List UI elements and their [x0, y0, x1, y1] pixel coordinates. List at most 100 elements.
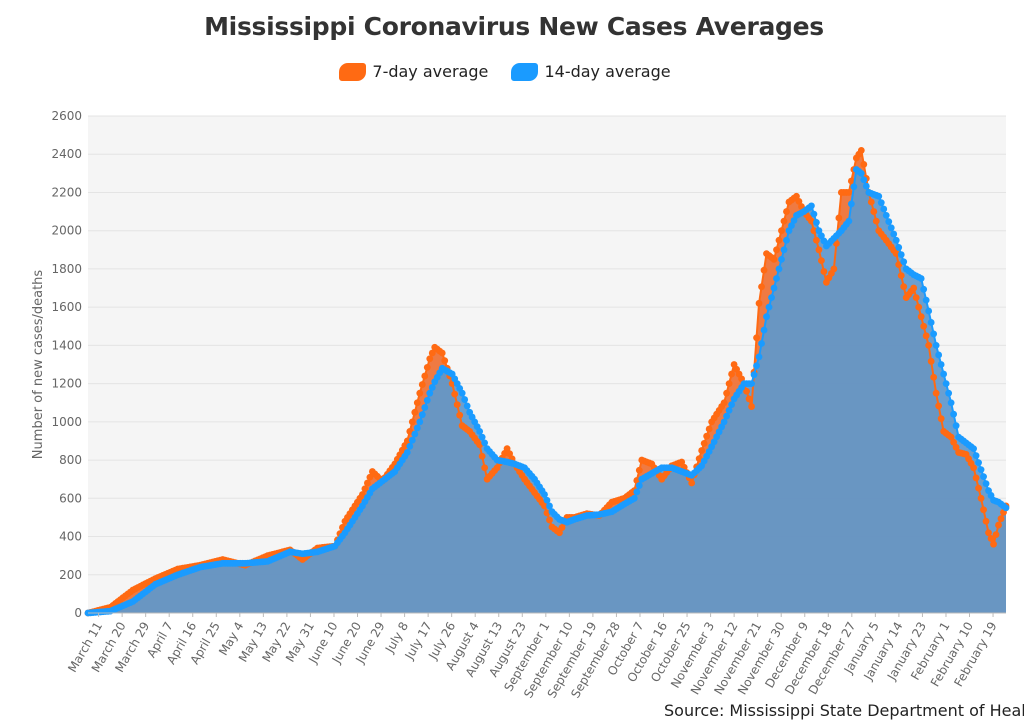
- point-14-day: [461, 396, 469, 403]
- point-7-day: [506, 450, 513, 458]
- point-7-day: [920, 322, 928, 330]
- point-14-day: [725, 406, 733, 414]
- point-14-day: [977, 466, 985, 474]
- point-7-day: [778, 227, 785, 235]
- point-14-day: [633, 488, 641, 496]
- point-14-day: [780, 246, 788, 254]
- point-7-day: [705, 425, 713, 433]
- point-7-day: [780, 217, 788, 225]
- point-7-day: [546, 516, 553, 524]
- point-14-day: [808, 202, 815, 210]
- y-tick-label-200: 200: [59, 568, 82, 582]
- point-14-day: [972, 452, 980, 460]
- point-7-day: [758, 283, 765, 291]
- point-14-day: [413, 424, 421, 432]
- point-14-day: [760, 326, 768, 334]
- point-7-day: [635, 466, 643, 474]
- point-7-day: [678, 458, 686, 466]
- point-7-day: [813, 236, 820, 244]
- point-7-day: [361, 485, 369, 493]
- point-14-day: [541, 491, 548, 498]
- point-7-day: [915, 303, 923, 311]
- point-7-day: [478, 452, 486, 460]
- point-7-day: [925, 341, 933, 349]
- point-7-day: [895, 261, 903, 269]
- point-14-day: [481, 439, 489, 447]
- point-14-day: [768, 294, 775, 301]
- point-7-day: [818, 257, 825, 265]
- point-7-day: [922, 332, 930, 340]
- point-7-day: [952, 443, 960, 451]
- y-tick-label-1600: 1600: [51, 300, 82, 314]
- point-14-day: [476, 428, 484, 435]
- point-14-day: [887, 224, 895, 232]
- legend-item-14-day[interactable]: 14-day average: [511, 62, 671, 81]
- y-axis-title: Number of new cases/deaths: [31, 270, 46, 460]
- point-14-day: [403, 449, 411, 456]
- point-7-day: [770, 255, 778, 263]
- points-14-day: [84, 166, 1010, 617]
- point-7-day: [810, 227, 818, 235]
- point-7-day: [451, 390, 459, 398]
- point-7-day: [416, 389, 424, 397]
- chart-legend: 7-day average 14-day average: [0, 62, 1010, 85]
- point-14-day: [630, 494, 638, 502]
- point-7-day: [795, 197, 803, 205]
- point-7-day: [728, 370, 735, 378]
- point-14-day: [815, 227, 823, 235]
- point-14-day: [980, 473, 987, 481]
- point-7-day: [937, 415, 945, 423]
- point-7-day: [793, 192, 800, 200]
- point-7-day: [503, 445, 511, 453]
- point-7-day: [481, 464, 489, 472]
- point-7-day: [720, 399, 728, 407]
- point-14-day: [970, 445, 977, 453]
- point-14-day: [785, 227, 793, 235]
- y-tick-label-1000: 1000: [51, 415, 82, 429]
- point-7-day: [783, 208, 790, 215]
- point-14-day: [925, 307, 933, 315]
- point-14-day: [880, 205, 888, 213]
- point-7-day: [441, 357, 449, 365]
- point-14-day: [952, 422, 960, 430]
- point-7-day: [897, 272, 905, 280]
- point-7-day: [421, 372, 429, 380]
- point-7-day: [872, 217, 880, 225]
- legend-label-7-day: 7-day average: [372, 62, 489, 81]
- point-7-day: [760, 266, 768, 274]
- point-14-day: [945, 389, 953, 397]
- point-14-day: [753, 362, 760, 370]
- point-14-day: [860, 176, 868, 184]
- point-14-day: [728, 401, 735, 409]
- point-14-day: [810, 210, 818, 218]
- point-7-day: [773, 246, 780, 254]
- point-14-day: [845, 217, 853, 225]
- point-14-day: [935, 351, 943, 359]
- y-tick-label-2400: 2400: [51, 147, 82, 161]
- point-14-day: [478, 433, 486, 441]
- point-14-day: [895, 244, 903, 251]
- point-14-day: [790, 217, 798, 224]
- point-14-day: [897, 251, 905, 258]
- y-tick-label-0: 0: [74, 606, 82, 620]
- point-14-day: [421, 404, 429, 411]
- point-7-day: [857, 147, 865, 154]
- point-14-day: [847, 200, 855, 208]
- point-14-day: [890, 230, 898, 238]
- point-14-day: [723, 412, 731, 420]
- point-7-day: [860, 161, 868, 168]
- point-7-day: [753, 334, 760, 342]
- point-7-day: [997, 515, 1005, 523]
- point-14-day: [947, 399, 955, 407]
- point-7-day: [815, 246, 823, 254]
- legend-item-7-day[interactable]: 7-day average: [339, 62, 488, 81]
- point-7-day: [982, 517, 990, 525]
- point-7-day: [992, 531, 1000, 539]
- point-7-day: [798, 203, 805, 210]
- point-7-day: [977, 494, 985, 502]
- point-7-day: [917, 313, 925, 321]
- y-tick-label-1200: 1200: [51, 377, 82, 391]
- point-14-day: [750, 371, 758, 379]
- point-14-day: [877, 199, 885, 207]
